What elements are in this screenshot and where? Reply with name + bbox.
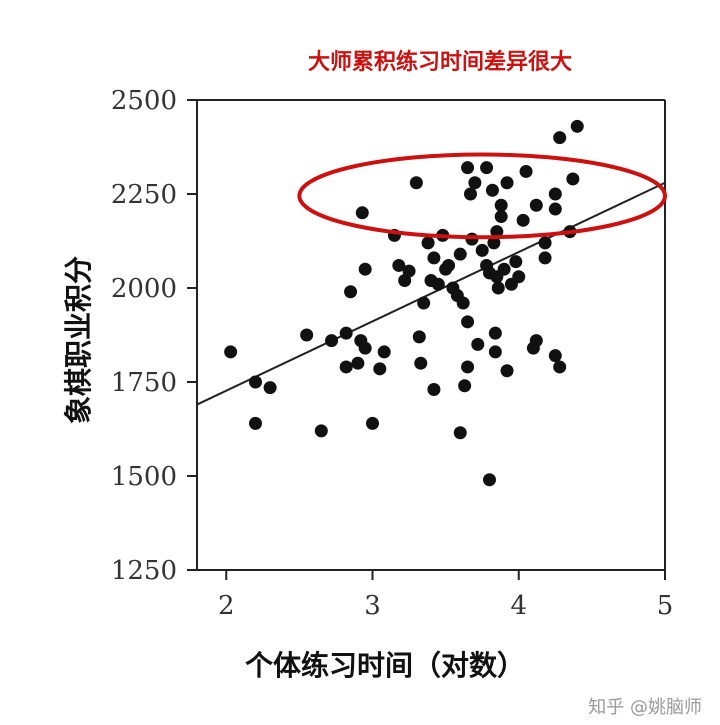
data-point — [494, 210, 508, 224]
data-point — [480, 161, 494, 175]
x-axis-label: 个体练习时间（对数） — [245, 649, 526, 682]
data-point — [487, 236, 501, 250]
data-point — [488, 345, 502, 359]
data-point — [553, 131, 567, 145]
data-point — [529, 198, 543, 212]
data-point — [355, 206, 369, 220]
data-point — [519, 164, 533, 178]
data-point — [421, 236, 435, 250]
data-point — [468, 176, 482, 190]
y-tick-label: 1750 — [111, 368, 177, 398]
data-point — [494, 198, 508, 212]
data-point — [453, 247, 467, 261]
data-point — [538, 236, 552, 250]
y-tick-label: 2250 — [111, 180, 177, 210]
trendline-group — [196, 181, 666, 406]
data-point — [358, 341, 372, 355]
data-point — [351, 356, 365, 370]
data-point — [463, 187, 477, 201]
data-points — [224, 119, 584, 487]
y-tick-label: 1250 — [111, 556, 177, 586]
data-point — [366, 416, 379, 430]
axes — [196, 99, 666, 571]
data-point — [529, 334, 543, 348]
data-point — [377, 345, 391, 359]
data-point — [500, 364, 514, 378]
data-point — [402, 264, 416, 278]
y-tick-label: 1500 — [111, 462, 177, 492]
data-point — [538, 251, 552, 265]
data-point — [490, 225, 504, 239]
data-point — [373, 362, 387, 376]
highlight-group — [297, 152, 667, 240]
ticks: 1250 1500 1750 2000 2250 2500 2 3 4 5 — [111, 86, 673, 621]
highlight-ellipse — [297, 152, 667, 240]
data-point — [412, 330, 426, 344]
data-point — [553, 360, 567, 374]
data-point — [491, 281, 505, 295]
data-point — [458, 379, 472, 393]
data-point — [344, 285, 358, 299]
data-point — [427, 383, 441, 397]
data-point — [488, 326, 502, 340]
x-tick-label: 5 — [657, 591, 674, 621]
data-point — [461, 360, 475, 374]
data-point — [442, 258, 456, 272]
watermark: 知乎 @姚脑师 — [588, 697, 702, 718]
data-point — [263, 381, 277, 395]
data-point — [483, 473, 496, 487]
data-point — [500, 176, 514, 190]
data-point — [300, 328, 314, 342]
y-axis-label: 象棋职业积分 — [62, 255, 95, 425]
data-point — [548, 349, 562, 363]
data-point — [461, 161, 475, 175]
data-point — [249, 375, 262, 389]
data-point — [516, 213, 530, 227]
data-point — [509, 255, 523, 269]
data-point — [427, 251, 441, 265]
data-point — [566, 172, 580, 186]
data-point — [325, 334, 339, 348]
data-point — [417, 296, 431, 310]
data-point — [453, 426, 467, 440]
data-point — [461, 315, 475, 329]
data-point — [249, 416, 262, 430]
data-point — [339, 360, 353, 374]
x-tick-label: 2 — [218, 591, 235, 621]
data-point — [314, 424, 328, 438]
data-point — [548, 187, 562, 201]
x-tick-label: 4 — [510, 591, 527, 621]
data-point — [392, 258, 406, 272]
trendline — [196, 181, 666, 406]
data-point — [548, 202, 562, 216]
data-point — [339, 326, 353, 340]
data-point — [475, 243, 489, 257]
data-point — [358, 262, 372, 276]
y-tick-label: 2500 — [111, 86, 177, 116]
data-point — [497, 262, 511, 276]
data-point — [224, 345, 238, 359]
data-point — [570, 119, 584, 133]
data-point — [471, 337, 485, 351]
data-point — [414, 356, 428, 370]
data-point — [456, 296, 470, 310]
x-tick-label: 3 — [364, 591, 381, 621]
y-tick-label: 2000 — [111, 274, 177, 304]
chart-title: 大师累积练习时间差异很大 — [307, 50, 572, 75]
data-point — [409, 176, 423, 190]
data-point — [512, 270, 526, 284]
data-point — [431, 277, 445, 291]
data-point — [485, 183, 499, 197]
